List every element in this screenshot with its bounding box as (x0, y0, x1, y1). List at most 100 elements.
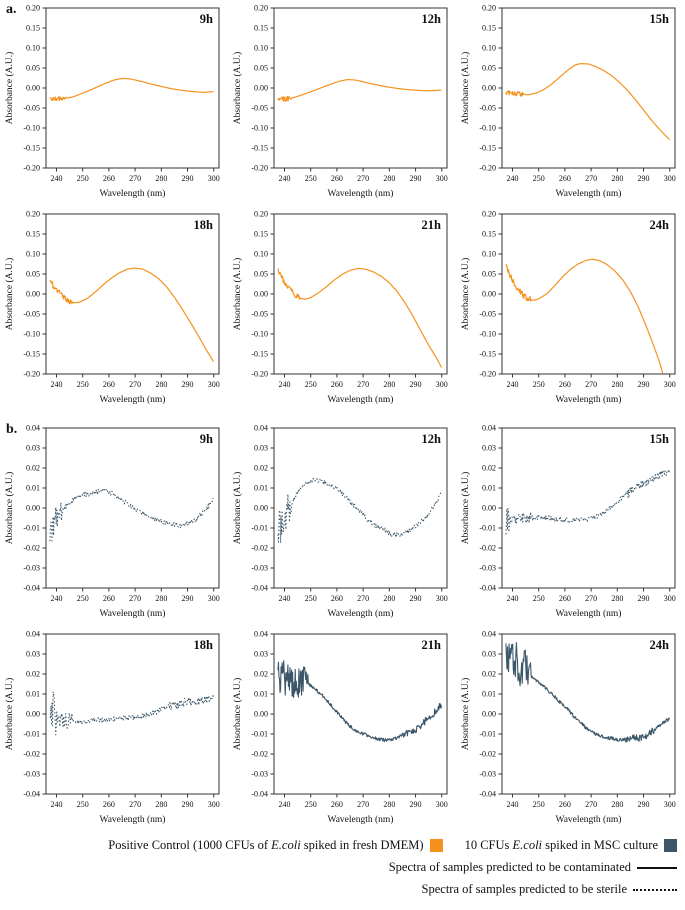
svg-text:300: 300 (436, 594, 448, 603)
legend-positive-control-text: Positive Control (1000 CFUs of E.coli sp… (108, 838, 424, 852)
chart-canvas-a-9h: 240 250 260 270 280 290 300 0.20 0.15 0.10 0.05 0.0… (4, 4, 220, 199)
svg-text:0.05: 0.05 (482, 64, 496, 73)
svg-text:260: 260 (559, 380, 571, 389)
svg-text:Absorbance (A.U.): Absorbance (A.U.) (4, 678, 15, 751)
svg-text:-0.15: -0.15 (251, 144, 268, 153)
svg-text:0.00: 0.00 (26, 710, 40, 719)
svg-text:Absorbance (A.U.): Absorbance (A.U.) (232, 678, 243, 751)
subplot-b-18h: 240 250 260 270 280 290 300 0.04 0.03 0.02 0.01 0.0… (0, 626, 228, 832)
svg-text:-0.01: -0.01 (479, 730, 496, 739)
svg-text:300: 300 (208, 380, 220, 389)
svg-text:Absorbance (A.U.): Absorbance (A.U.) (232, 472, 243, 545)
svg-text:270: 270 (585, 800, 597, 809)
svg-text:Wavelength (nm): Wavelength (nm) (100, 188, 166, 199)
svg-text:250: 250 (77, 174, 89, 183)
svg-text:240: 240 (278, 174, 290, 183)
svg-text:-0.20: -0.20 (23, 370, 40, 379)
chart-canvas-a-18h: 240 250 260 270 280 290 300 0.20 0.15 0.10 0.05 0.0… (4, 210, 220, 405)
svg-text:0.20: 0.20 (254, 4, 268, 13)
chart-canvas-a-12h: 240 250 260 270 280 290 300 0.20 0.15 0.10 0.05 0.0… (232, 4, 448, 199)
svg-text:250: 250 (305, 174, 317, 183)
svg-text:0.03: 0.03 (482, 444, 496, 453)
svg-text:270: 270 (585, 174, 597, 183)
panel-a: a. 240 250 260 270 280 290 300 0.20 0.15 0.10 0.05… (0, 0, 685, 412)
svg-text:0.01: 0.01 (482, 484, 496, 493)
svg-text:240: 240 (506, 380, 518, 389)
svg-text:290: 290 (638, 800, 650, 809)
svg-text:-0.02: -0.02 (251, 750, 268, 759)
svg-text:260: 260 (103, 594, 115, 603)
svg-text:-0.02: -0.02 (23, 544, 40, 553)
svg-text:0.00: 0.00 (254, 84, 268, 93)
svg-text:-0.10: -0.10 (251, 124, 268, 133)
svg-text:0.05: 0.05 (26, 270, 40, 279)
svg-text:280: 280 (383, 594, 395, 603)
svg-text:0.15: 0.15 (482, 24, 496, 33)
svg-text:260: 260 (331, 594, 343, 603)
svg-text:-0.05: -0.05 (23, 310, 40, 319)
svg-text:-0.03: -0.03 (23, 564, 40, 573)
svg-text:270: 270 (357, 800, 369, 809)
svg-text:-0.05: -0.05 (251, 310, 268, 319)
svg-text:-0.01: -0.01 (251, 524, 268, 533)
svg-text:-0.02: -0.02 (479, 750, 496, 759)
svg-text:-0.05: -0.05 (251, 104, 268, 113)
dotted-line-swatch (633, 888, 677, 891)
legend-sterile-label: Spectra of samples predicted to be steri… (421, 882, 627, 896)
panel-b: b. 240 250 260 270 280 290 300 0.04 0.03 0.02 0.01… (0, 420, 685, 832)
svg-text:280: 280 (155, 594, 167, 603)
svg-text:Absorbance (A.U.): Absorbance (A.U.) (232, 52, 243, 125)
svg-text:Wavelength (nm): Wavelength (nm) (100, 608, 166, 619)
svg-text:0.01: 0.01 (26, 690, 40, 699)
svg-text:300: 300 (208, 594, 220, 603)
svg-text:0.15: 0.15 (482, 230, 496, 239)
svg-text:0.00: 0.00 (482, 290, 496, 299)
svg-text:0.20: 0.20 (482, 4, 496, 13)
panel-b-grid: 240 250 260 270 280 290 300 0.04 0.03 0.02 0.01 0.0… (0, 420, 685, 832)
chart-canvas-a-24h: 240 250 260 270 280 290 300 0.20 0.15 0.10 0.05 0.0… (460, 210, 676, 405)
svg-text:240: 240 (50, 594, 62, 603)
svg-text:0.03: 0.03 (254, 650, 268, 659)
svg-text:0.00: 0.00 (482, 84, 496, 93)
svg-text:0.03: 0.03 (26, 444, 40, 453)
chart-canvas-b-18h: 240 250 260 270 280 290 300 0.04 0.03 0.02 0.01 0.0… (4, 630, 220, 825)
svg-text:-0.02: -0.02 (479, 544, 496, 553)
subplot-b-15h: 240 250 260 270 280 290 300 0.04 0.03 0.02 0.01 0.0… (456, 420, 684, 626)
svg-text:0.15: 0.15 (254, 230, 268, 239)
svg-text:Absorbance (A.U.): Absorbance (A.U.) (460, 52, 471, 125)
svg-text:0.03: 0.03 (26, 650, 40, 659)
svg-text:300: 300 (436, 174, 448, 183)
svg-text:290: 290 (410, 800, 422, 809)
subplot-b-9h: 240 250 260 270 280 290 300 0.04 0.03 0.02 0.01 0.0… (0, 420, 228, 626)
svg-text:0.03: 0.03 (482, 650, 496, 659)
svg-text:-0.03: -0.03 (479, 564, 496, 573)
svg-text:-0.04: -0.04 (23, 584, 40, 593)
solid-line-swatch (637, 866, 677, 869)
svg-text:290: 290 (410, 174, 422, 183)
svg-text:Wavelength (nm): Wavelength (nm) (328, 814, 394, 825)
svg-text:0.01: 0.01 (26, 484, 40, 493)
subplot-a-21h: 240 250 260 270 280 290 300 0.20 0.15 0.10 0.05 0.0… (228, 206, 456, 412)
svg-text:-0.20: -0.20 (23, 164, 40, 173)
svg-text:280: 280 (383, 380, 395, 389)
svg-text:15h: 15h (650, 12, 670, 26)
svg-text:0.02: 0.02 (482, 670, 496, 679)
svg-text:240: 240 (278, 594, 290, 603)
svg-text:-0.15: -0.15 (479, 350, 496, 359)
svg-text:0.20: 0.20 (26, 210, 40, 219)
svg-text:Absorbance (A.U.): Absorbance (A.U.) (232, 258, 243, 331)
positive-control-swatch (429, 839, 443, 852)
svg-text:290: 290 (638, 380, 650, 389)
svg-text:0.00: 0.00 (254, 504, 268, 513)
chart-canvas-b-24h: 240 250 260 270 280 290 300 0.04 0.03 0.02 0.01 0.0… (460, 630, 676, 825)
svg-text:-0.03: -0.03 (251, 770, 268, 779)
svg-text:290: 290 (182, 380, 194, 389)
svg-text:0.10: 0.10 (254, 44, 268, 53)
svg-text:24h: 24h (650, 638, 670, 652)
svg-text:Absorbance (A.U.): Absorbance (A.U.) (4, 472, 15, 545)
subplot-a-18h: 240 250 260 270 280 290 300 0.20 0.15 0.10 0.05 0.0… (0, 206, 228, 412)
svg-text:18h: 18h (194, 638, 214, 652)
svg-text:250: 250 (533, 594, 545, 603)
svg-text:-0.10: -0.10 (23, 124, 40, 133)
svg-text:0.05: 0.05 (254, 270, 268, 279)
